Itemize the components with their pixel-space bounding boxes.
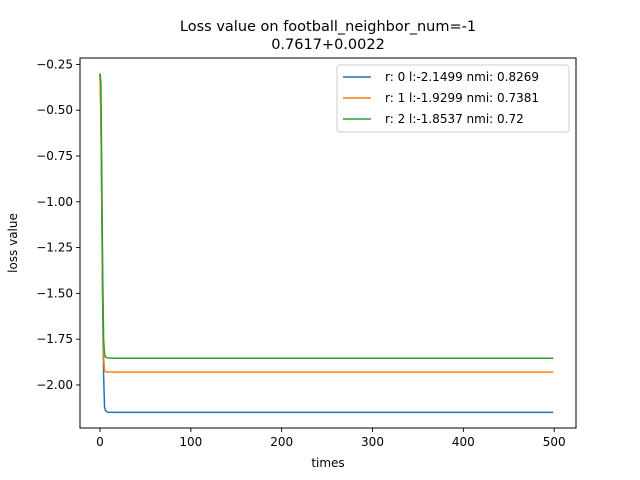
y-axis: −2.00 −1.75 −1.50 −1.25 −1.00 −0.75 −0.50 −0.25 <box>36 57 80 392</box>
x-tick-label: 100 <box>179 435 202 449</box>
legend-label-2: r: 2 l:-1.8537 nmi: 0.72 <box>385 112 524 126</box>
legend-box <box>336 64 570 133</box>
x-tick-label: 200 <box>270 435 293 449</box>
y-axis-label: loss value <box>6 213 20 273</box>
series-layer <box>99 73 554 414</box>
y-tick-label: −0.50 <box>36 103 73 117</box>
x-tick-label: 300 <box>361 435 384 449</box>
legend-label-0: r: 0 l:-2.1499 nmi: 0.8269 <box>385 70 539 84</box>
x-axis: 0 100 200 300 400 500 <box>96 428 566 449</box>
x-axis-label: times <box>311 456 344 470</box>
y-tick-label: −2.00 <box>36 378 73 392</box>
chart-title-line-1: Loss value on football_neighbor_num=-1 <box>180 19 476 35</box>
y-tick-label: −1.25 <box>36 241 73 255</box>
legend-label-1: r: 1 l:-1.9299 nmi: 0.7381 <box>385 91 539 105</box>
legend: r: 0 l:-2.1499 nmi: 0.8269 r: 1 l:-1.9299… <box>336 64 570 133</box>
y-tick-label: −0.75 <box>36 149 73 163</box>
axes-frame <box>79 57 577 429</box>
series-line-2 <box>99 73 554 359</box>
y-tick-label: −0.25 <box>36 57 73 71</box>
plot-area <box>79 57 577 429</box>
y-tick-label: −1.00 <box>36 195 73 209</box>
x-tick-label: 500 <box>543 435 566 449</box>
x-tick-label: 400 <box>452 435 475 449</box>
y-tick-label: −1.50 <box>36 286 73 300</box>
y-tick-label: −1.75 <box>36 332 73 346</box>
chart-title-line-2: 0.7617+0.0022 <box>271 37 385 53</box>
x-tick-label: 0 <box>96 435 104 449</box>
